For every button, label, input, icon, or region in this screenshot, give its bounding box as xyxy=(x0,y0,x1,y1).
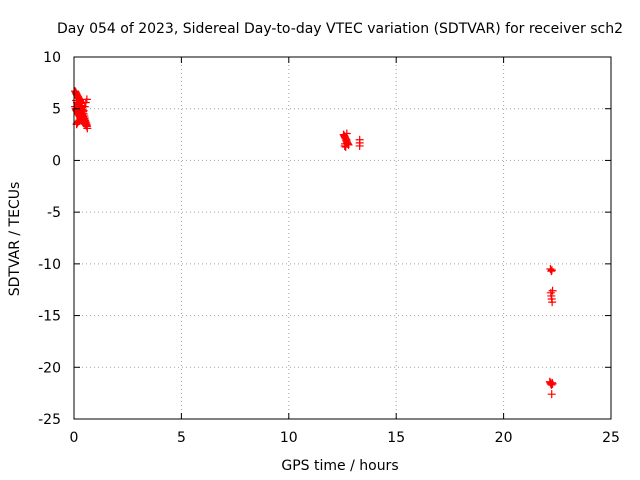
x-tick-label: 25 xyxy=(602,430,620,446)
data-point xyxy=(341,139,350,148)
y-tick-label: -15 xyxy=(38,309,61,325)
y-tick-labels: -25 -20 -15 -10 -5 0 5 10 xyxy=(38,50,61,428)
x-tick-label: 10 xyxy=(280,430,298,446)
y-tick-label: 0 xyxy=(52,153,61,169)
data-point xyxy=(548,298,557,307)
x-tick-label: 0 xyxy=(70,430,79,446)
data-point xyxy=(548,379,557,388)
data-points xyxy=(71,87,557,399)
y-axis-label: SDTVAR / TECUs xyxy=(7,182,23,297)
chart-title: Day 054 of 2023, Sidereal Day-to-day VTE… xyxy=(57,21,623,37)
x-tick-labels: 0 5 10 15 20 25 xyxy=(70,430,620,446)
data-point xyxy=(355,141,364,150)
y-tick-label: 10 xyxy=(43,50,61,66)
data-point xyxy=(547,390,556,399)
data-point xyxy=(82,121,91,130)
y-tick-label: -20 xyxy=(38,360,61,376)
y-tick-label: -25 xyxy=(38,412,61,428)
x-tick-label: 15 xyxy=(387,430,405,446)
axis-ticks xyxy=(73,56,612,420)
data-point xyxy=(547,266,556,275)
data-point xyxy=(546,265,555,274)
data-point xyxy=(82,95,91,104)
plot-frame xyxy=(73,56,612,420)
x-axis-label: GPS time / hours xyxy=(281,458,398,474)
y-tick-label: -10 xyxy=(38,257,61,273)
x-tick-label: 5 xyxy=(177,430,186,446)
data-point xyxy=(547,267,556,276)
x-tick-label: 20 xyxy=(495,430,513,446)
y-tick-label: 5 xyxy=(52,102,61,118)
data-point xyxy=(548,286,557,295)
y-tick-label: -5 xyxy=(47,205,61,221)
data-point xyxy=(342,135,351,144)
grid-lines xyxy=(74,57,611,419)
